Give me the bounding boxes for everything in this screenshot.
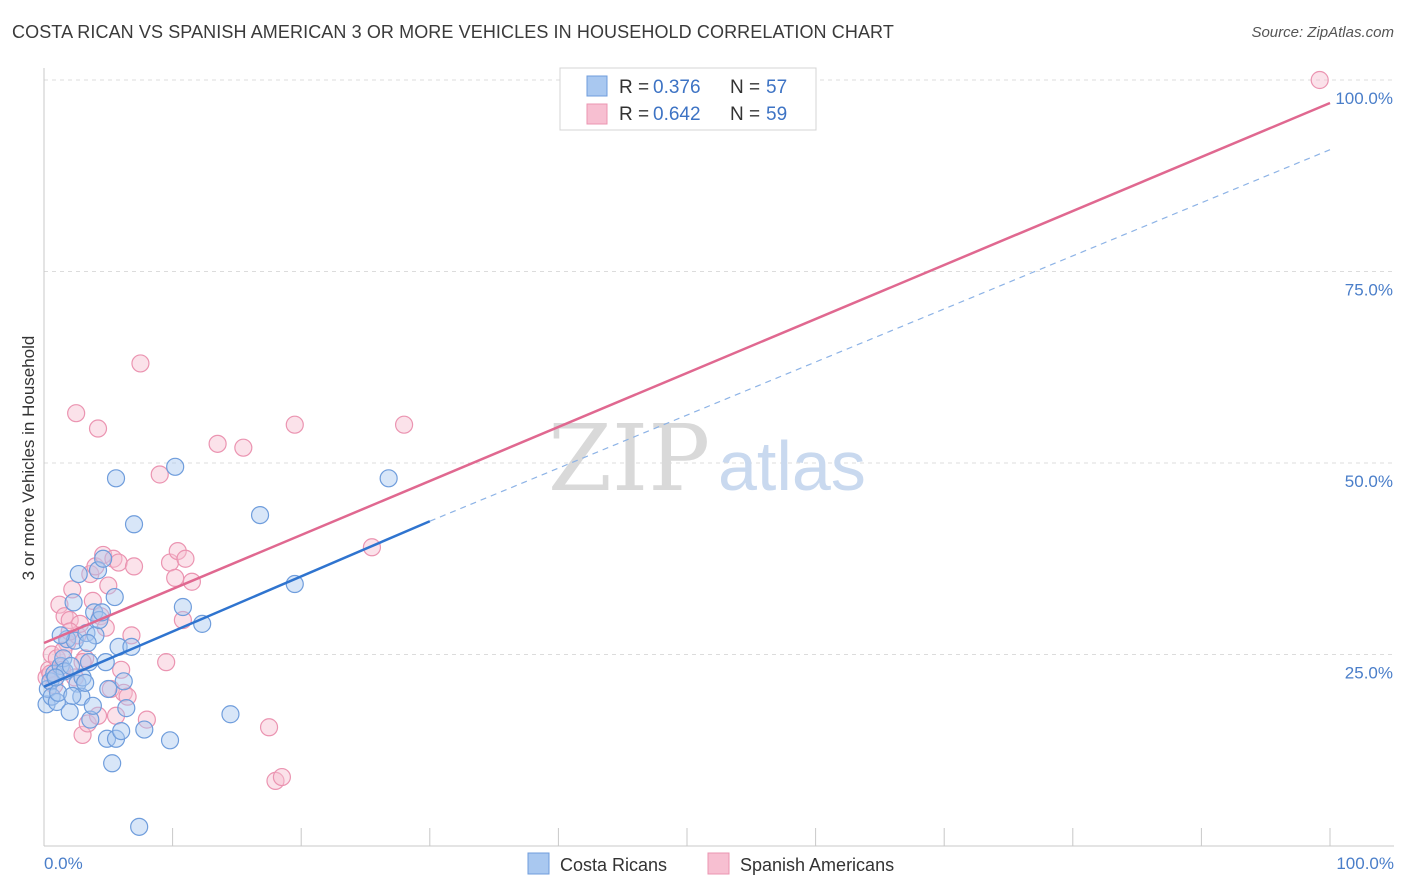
costa-rican-point-25 — [86, 626, 105, 645]
spanish-american-point-47 — [285, 415, 304, 434]
costa-rican-point-52 — [106, 469, 126, 488]
spanish-american-point-51 — [88, 419, 108, 438]
costa-rican-point-19 — [76, 673, 95, 692]
costa-rican-point-26 — [88, 561, 108, 580]
legend: R = 0.376 N = 57 R = 0.642 N = 59 — [559, 67, 817, 131]
y-axis-label: 3 or more Vehicles in Household — [19, 336, 38, 581]
spanish-american-point-49 — [394, 415, 414, 434]
costa-rican-point-54 — [63, 686, 82, 705]
costa-rican-point-16 — [69, 564, 88, 584]
spanish-american-point-34 — [150, 465, 169, 484]
x-tick-label-100: 100.0% — [1336, 854, 1394, 873]
costa-rican-point-49 — [250, 505, 270, 525]
spanish-american-point-44 — [259, 718, 279, 737]
gridlines — [44, 79, 1394, 655]
spanish-american-point-56 — [118, 687, 137, 706]
spanish-american-point-40 — [176, 549, 195, 568]
spanish-american-point-46 — [272, 767, 292, 787]
legend-pink-r-label: R = — [619, 104, 649, 125]
costa-rican-point-41 — [124, 515, 144, 534]
y-tick-labels: 25.0% 50.0% 75.0% 100.0% — [1335, 89, 1393, 683]
costa-rican-point-44 — [160, 731, 180, 750]
spanish-american-point-10 — [63, 580, 82, 599]
costa-rican-point-45 — [166, 457, 185, 476]
costa-rican-point-56 — [78, 633, 97, 653]
spanish-american-point-14 — [73, 725, 92, 745]
spanish-american-point-28 — [109, 553, 128, 572]
trend-lines — [43, 101, 1331, 688]
bottom-legend-swatch-blue — [527, 852, 550, 875]
bottom-legend-label-pink: Spanish Americans — [740, 855, 894, 875]
costa-rican-point-13 — [64, 593, 83, 612]
costa-rican-point-11 — [60, 702, 79, 722]
chart-title: COSTA RICAN VS SPANISH AMERICAN 3 OR MOR… — [12, 22, 894, 42]
costa-rican-point-42 — [130, 817, 149, 836]
legend-swatch-blue — [586, 75, 608, 97]
spanish-american-point-37 — [166, 568, 185, 588]
spanish-americans-trend-line — [43, 101, 1331, 645]
watermark-zip: ZIP — [548, 405, 710, 512]
bottom-legend: Costa Ricans Spanish Americans — [527, 852, 894, 875]
costa-rican-point-43 — [135, 720, 154, 739]
spanish-american-point-53 — [54, 641, 73, 660]
costa-rican-point-37 — [112, 721, 131, 741]
x-tick-label-0: 0.0% — [44, 854, 83, 873]
legend-blue-n-label: N = — [730, 77, 760, 98]
costa-rican-point-22 — [81, 710, 100, 729]
costa-ricans-points — [37, 457, 398, 836]
spanish-american-point-29 — [112, 660, 131, 679]
legend-pink-r-value: 0.642 — [653, 104, 701, 125]
legend-swatch-pink — [586, 103, 608, 125]
costa-ricans-trend-extension — [429, 149, 1331, 522]
spanish-american-point-24 — [99, 576, 118, 595]
spanish-american-point-43 — [234, 438, 253, 457]
y-tick-label-75: 75.0% — [1345, 281, 1393, 300]
legend-blue-n-value: 57 — [766, 77, 787, 98]
y-tick-label-25: 25.0% — [1345, 664, 1393, 683]
costa-rican-point-33 — [103, 754, 122, 773]
bottom-legend-label-blue: Costa Ricans — [560, 855, 667, 875]
costa-rican-point-23 — [83, 696, 102, 715]
legend-pink-n-value: 59 — [766, 104, 787, 125]
costa-ricans-trend-line — [43, 520, 431, 688]
spanish-american-point-32 — [124, 557, 144, 576]
y-tick-label-100: 100.0% — [1335, 89, 1393, 108]
bottom-legend-swatch-pink — [707, 852, 730, 875]
legend-blue-r-value: 0.376 — [653, 77, 701, 98]
costa-rican-point-32 — [99, 679, 118, 699]
watermark-atlas: atlas — [718, 427, 866, 505]
axes — [43, 68, 1394, 847]
costa-rican-point-38 — [114, 672, 133, 691]
spanish-american-point-5 — [50, 595, 69, 614]
spanish-american-point-33 — [131, 354, 150, 373]
watermark: ZIP atlas — [548, 405, 866, 512]
spanish-american-point-38 — [168, 541, 187, 561]
source-credit: Source: ZipAtlas.com — [1251, 24, 1394, 41]
costa-rican-point-51 — [379, 469, 398, 488]
legend-blue-r-label: R = — [619, 77, 649, 98]
y-tick-label-50: 50.0% — [1345, 472, 1393, 491]
x-axis-ticks — [43, 828, 1331, 846]
spanish-american-point-42 — [208, 434, 227, 453]
costa-rican-point-34 — [105, 587, 124, 607]
costa-rican-point-48 — [221, 705, 240, 724]
costa-rican-point-29 — [94, 549, 113, 568]
spanish-american-point-35 — [157, 653, 176, 672]
costa-rican-point-8 — [54, 649, 73, 668]
costa-rican-point-39 — [117, 699, 136, 718]
spanish-american-point-50 — [67, 404, 86, 423]
costa-rican-point-46 — [173, 597, 192, 617]
legend-pink-n-label: N = — [730, 104, 760, 125]
costa-rican-point-6 — [49, 683, 68, 702]
costa-rican-point-5 — [47, 692, 66, 712]
spanish-american-point-58 — [1310, 70, 1329, 90]
